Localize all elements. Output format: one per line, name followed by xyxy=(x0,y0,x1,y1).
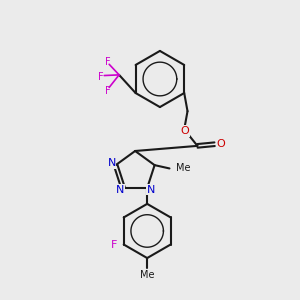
Text: N: N xyxy=(147,185,155,195)
Text: F: F xyxy=(111,240,118,250)
Text: Me: Me xyxy=(140,270,154,280)
Text: F: F xyxy=(98,71,104,82)
Text: F: F xyxy=(105,86,110,96)
Text: F: F xyxy=(105,57,110,67)
Text: N: N xyxy=(116,185,124,195)
Text: Me: Me xyxy=(176,164,190,173)
Text: O: O xyxy=(216,139,225,148)
Text: O: O xyxy=(181,126,189,136)
Text: N: N xyxy=(107,158,116,169)
